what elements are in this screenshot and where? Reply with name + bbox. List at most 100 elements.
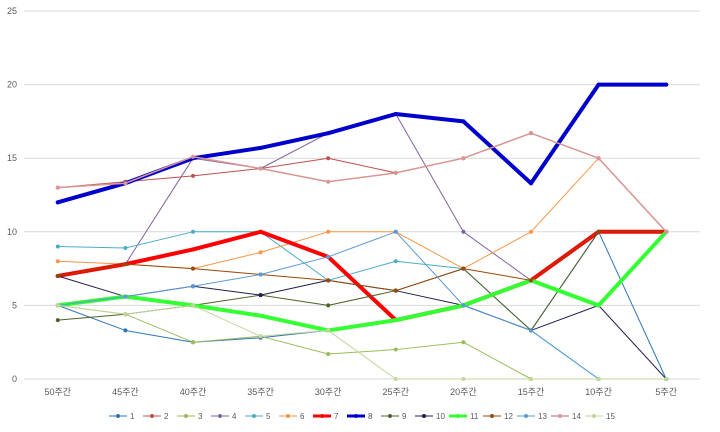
y-tick-label: 0 — [12, 374, 17, 384]
legend-label: 15 — [606, 412, 615, 421]
legend-marker — [558, 414, 562, 418]
legend-label: 13 — [538, 412, 547, 421]
data-point — [664, 229, 669, 234]
data-point — [596, 377, 601, 381]
legend-item-4: 4 — [211, 412, 237, 421]
legend-item-7: 7 — [313, 412, 339, 421]
data-point — [123, 294, 128, 299]
legend-item-12: 12 — [483, 412, 513, 421]
y-tick-label: 15 — [7, 153, 17, 163]
legend-item-5: 5 — [245, 412, 271, 421]
x-tick-label: 30주간 — [315, 387, 342, 397]
x-tick-label: 20주간 — [450, 387, 477, 397]
data-point — [393, 112, 398, 117]
data-point — [529, 229, 533, 234]
y-tick-label: 20 — [7, 80, 17, 90]
data-point — [191, 284, 195, 289]
legend-marker — [388, 414, 392, 418]
data-point — [55, 185, 60, 190]
x-tick-label: 50주간 — [45, 387, 72, 397]
data-point — [191, 247, 195, 252]
data-point — [461, 156, 466, 161]
data-point — [191, 154, 195, 159]
legend-item-11: 11 — [449, 412, 479, 421]
legend-marker — [184, 414, 188, 418]
data-point — [596, 156, 601, 161]
data-point — [191, 229, 195, 234]
legend-marker — [116, 414, 120, 418]
series-line-2 — [57, 132, 667, 233]
data-point — [191, 340, 195, 345]
series-14 — [55, 131, 669, 234]
series-lines — [55, 82, 669, 381]
legend-label: 9 — [402, 412, 407, 421]
legend-marker — [286, 414, 290, 418]
legend-item-13: 13 — [517, 412, 547, 421]
data-point — [191, 266, 195, 271]
data-point — [258, 229, 263, 234]
legend-label: 11 — [470, 412, 479, 421]
data-point — [326, 328, 331, 333]
legend-label: 7 — [334, 412, 339, 421]
y-tick-label: 10 — [7, 227, 17, 237]
data-point — [529, 181, 533, 186]
series-line-15 — [57, 304, 667, 380]
x-tick-label: 40주간 — [180, 387, 207, 397]
data-point — [461, 229, 466, 234]
data-point — [461, 340, 466, 345]
legend-item-2: 2 — [143, 412, 169, 421]
series-7 — [55, 229, 669, 323]
data-point — [258, 293, 263, 298]
data-point — [123, 262, 128, 267]
x-tick-label: 10주간 — [585, 387, 612, 397]
data-point — [461, 119, 466, 124]
legend-item-14: 14 — [551, 412, 581, 421]
legend-marker — [150, 414, 154, 418]
data-point — [664, 377, 669, 381]
series-3 — [55, 303, 669, 381]
legend-marker — [422, 414, 426, 418]
data-point — [55, 303, 60, 308]
data-point — [123, 181, 128, 186]
legend-marker — [354, 414, 358, 418]
legend-label: 12 — [504, 412, 513, 421]
data-point — [393, 347, 398, 352]
series-8 — [55, 82, 669, 205]
data-point — [326, 254, 331, 259]
legend-marker — [456, 414, 460, 418]
series-line-4 — [57, 113, 667, 306]
data-point — [529, 278, 533, 283]
data-point — [123, 312, 128, 317]
data-point — [258, 250, 263, 255]
series-line-3 — [57, 304, 667, 380]
legend-label: 2 — [164, 412, 169, 421]
data-point — [258, 334, 263, 339]
data-point — [664, 82, 669, 87]
y-axis-tick-labels: 0 5 10 15 20 25 — [7, 6, 17, 384]
data-point — [258, 313, 263, 318]
data-point — [55, 318, 60, 323]
y-tick-label: 5 — [12, 300, 17, 310]
legend-label: 4 — [232, 412, 237, 421]
series-15 — [55, 303, 669, 381]
legend-marker — [490, 414, 494, 418]
data-point — [393, 318, 398, 323]
x-tick-label: 35주간 — [247, 387, 274, 397]
data-point — [393, 170, 398, 175]
data-point — [393, 229, 398, 234]
data-point — [461, 266, 466, 271]
series-9 — [55, 229, 669, 333]
data-point — [461, 377, 466, 381]
legend-item-3: 3 — [177, 412, 203, 421]
legend-marker — [524, 414, 528, 418]
x-axis-tick-labels: 50주간 45주간 40주간 35주간 30주간 25주간 20주간 15주간 10주간 5주간 — [45, 387, 677, 397]
y-tick-label: 25 — [7, 6, 17, 16]
legend-label: 8 — [368, 412, 373, 421]
series-line-10 — [57, 275, 667, 380]
data-point — [123, 328, 128, 333]
x-tick-label: 5주간 — [655, 387, 677, 397]
data-point — [596, 229, 601, 234]
data-point — [393, 377, 398, 381]
legend-item-10: 10 — [415, 412, 445, 421]
